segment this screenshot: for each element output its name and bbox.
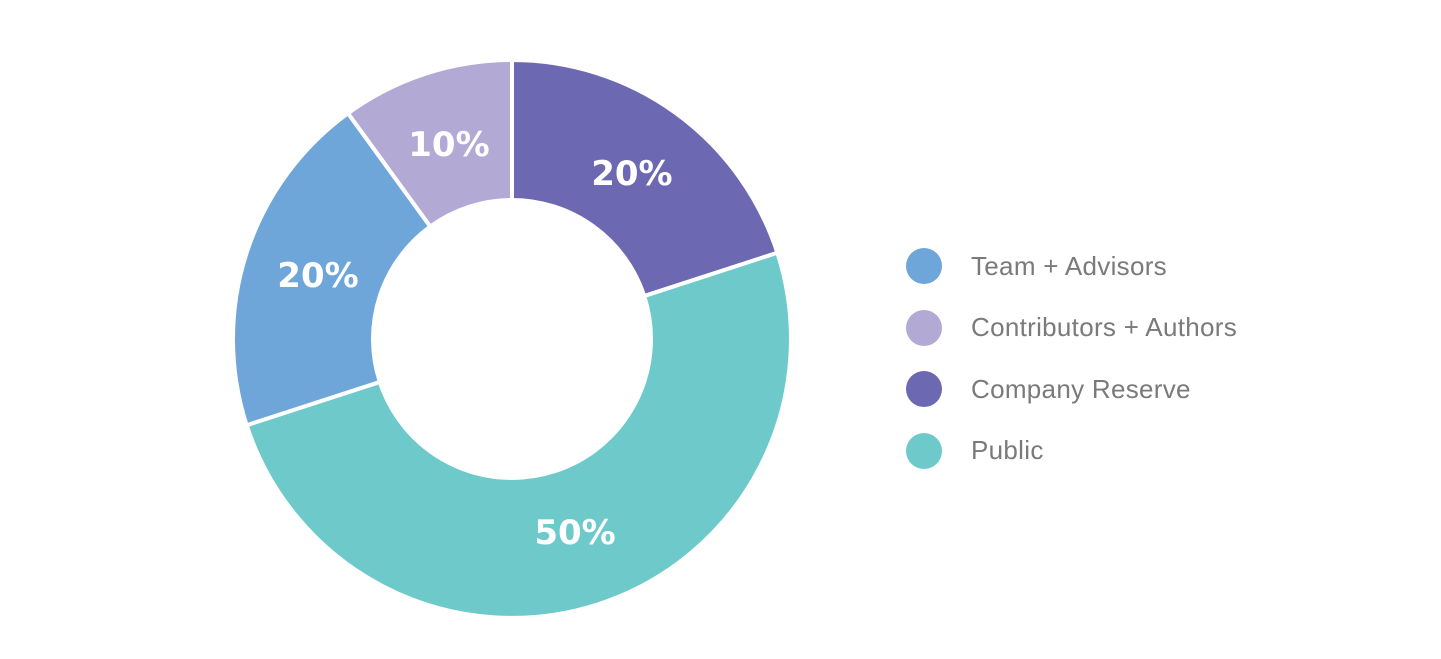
donut-slice-contributors-authors	[346, 58, 514, 229]
legend-swatch	[906, 309, 942, 346]
legend-swatch	[906, 432, 942, 469]
donut-slice-company-reserve	[510, 58, 780, 299]
donut-slice-team-advisors	[231, 111, 433, 428]
donut-slice-public	[244, 250, 793, 620]
legend-swatch	[906, 248, 942, 284]
legend-item-company-reserve: Company Reserve	[906, 369, 1237, 409]
slice-value-label: 50%	[534, 513, 615, 553]
legend-item-team-advisors: Team + Advisors	[906, 246, 1237, 286]
legend-swatch	[906, 371, 942, 407]
legend-item-contributors-authors: Contributors + Authors	[906, 308, 1237, 348]
legend-label: Public	[971, 435, 1044, 465]
chart-legend: Team + Advisors Contributors + Authors C…	[906, 246, 1237, 492]
slice-value-label: 10%	[408, 125, 489, 165]
legend-item-public: Public	[906, 431, 1237, 471]
slice-value-label: 20%	[591, 154, 672, 194]
legend-label: Team + Advisors	[971, 250, 1167, 281]
legend-label: Contributors + Authors	[971, 312, 1238, 342]
slice-value-label: 20%	[277, 256, 358, 296]
legend-label: Company Reserve	[971, 373, 1191, 404]
